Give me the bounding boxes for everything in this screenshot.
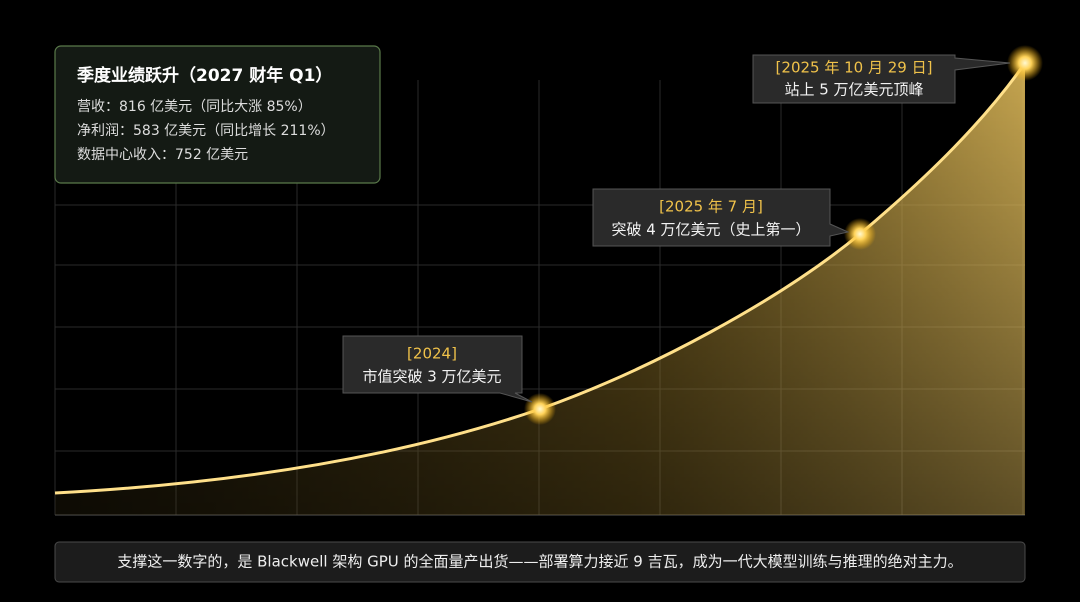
callout-text: 站上 5 万亿美元顶峰 [784, 81, 923, 99]
callout: [2025 年 10 月 29 日] 站上 5 万亿美元顶峰 [752, 54, 1011, 104]
callout: [2024] 市值突破 3 万亿美元 [342, 335, 533, 403]
info-line: 营收：816 亿美元（同比大涨 85%） [77, 99, 312, 115]
info-line: 数据中心收入：752 亿美元 [77, 147, 248, 163]
milestone-point [524, 393, 556, 425]
info-box: 季度业绩跃升（2027 财年 Q1） 营收：816 亿美元（同比大涨 85%） … [54, 45, 381, 184]
callout-date: [2025 年 7 月] [659, 198, 763, 216]
milestone-point [844, 218, 876, 250]
footer: 支撑这一数字的，是 Blackwell 架构 GPU 的全面量产出货——部署算力… [54, 541, 1026, 583]
milestone-point [1007, 45, 1043, 81]
callout-date: [2025 年 10 月 29 日] [776, 59, 933, 77]
info-line: 净利润：583 亿美元（同比增长 211%） [77, 123, 335, 139]
callout-text: 突破 4 万亿美元（史上第一） [611, 221, 810, 239]
growth-curve [54, 62, 1027, 495]
info-title: 季度业绩跃升（2027 财年 Q1） [77, 65, 332, 86]
callout-date: [2024] [407, 345, 457, 363]
callout: [2025 年 7 月] 突破 4 万亿美元（史上第一） [592, 188, 850, 247]
callout-text: 市值突破 3 万亿美元 [362, 368, 501, 386]
growth-area [55, 63, 1025, 515]
footer-text: 支撑这一数字的，是 Blackwell 架构 GPU 的全面量产出货——部署算力… [117, 553, 962, 571]
